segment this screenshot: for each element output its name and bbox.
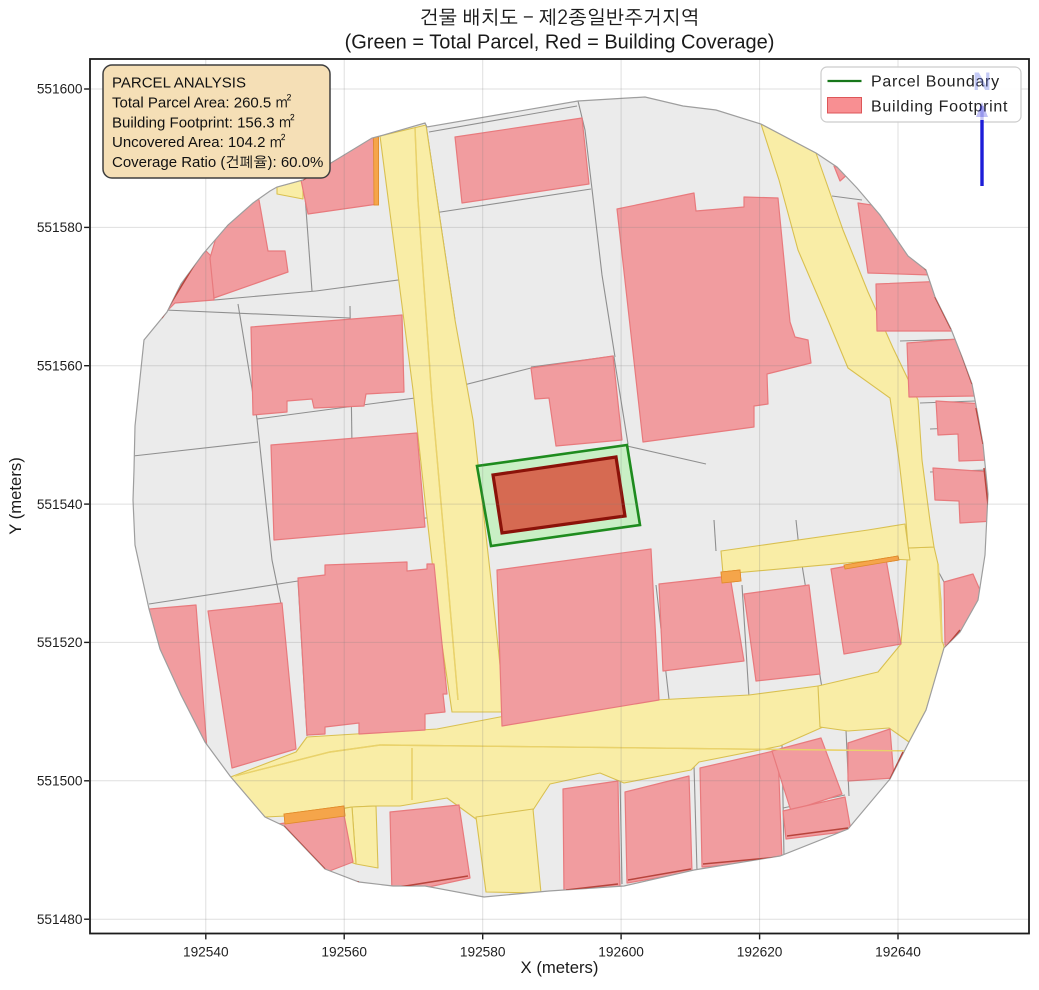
svg-text:Y (meters): Y (meters) [6, 457, 25, 535]
svg-text:192640: 192640 [875, 945, 921, 960]
svg-text:Uncovered Area: 104.2: Uncovered Area: 104.2 [112, 134, 265, 151]
svg-text:551580: 551580 [37, 220, 83, 235]
svg-text:192540: 192540 [183, 945, 229, 960]
svg-text:192580: 192580 [460, 945, 506, 960]
svg-text:(Green = Total Parcel, Red = B: (Green = Total Parcel, Red = Building Co… [345, 32, 775, 54]
svg-text:551500: 551500 [37, 774, 83, 789]
svg-text:192620: 192620 [737, 945, 783, 960]
svg-text:551560: 551560 [37, 358, 83, 373]
svg-text:PARCEL ANALYSIS: PARCEL ANALYSIS [112, 75, 246, 92]
svg-text:551480: 551480 [37, 912, 83, 927]
svg-text:Building Footprint: Building Footprint [871, 99, 1008, 116]
svg-text:N: N [973, 68, 991, 96]
svg-text:Total Parcel Area: 260.5: Total Parcel Area: 260.5 [112, 94, 271, 111]
svg-text:551600: 551600 [37, 82, 83, 97]
svg-text:X (meters): X (meters) [521, 958, 599, 977]
svg-text:Building Footprint: 156.3: Building Footprint: 156.3 [112, 114, 275, 131]
svg-text:192560: 192560 [321, 945, 367, 960]
svg-text:551520: 551520 [37, 635, 83, 650]
svg-text:Parcel Boundary: Parcel Boundary [871, 74, 1000, 91]
svg-text:551540: 551540 [37, 497, 83, 512]
svg-text:192600: 192600 [598, 945, 644, 960]
svg-text:): 60.0%: ): 60.0% [268, 154, 324, 171]
svg-text:Coverage Ratio (: Coverage Ratio ( [112, 154, 225, 171]
